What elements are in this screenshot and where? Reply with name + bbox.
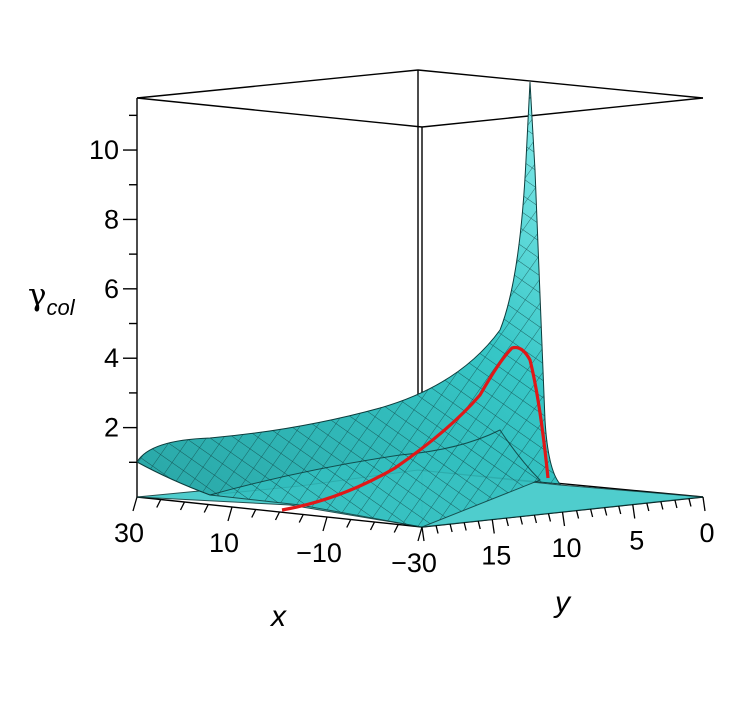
y-tick bbox=[421, 526, 425, 542]
x-tick-label: 10 bbox=[209, 528, 239, 558]
x-tick bbox=[156, 499, 162, 508]
x-tick-label: 30 bbox=[114, 518, 144, 548]
box-edge-top-front-left bbox=[136, 97, 423, 128]
z-tick-label: 10 bbox=[89, 135, 119, 165]
y-tick bbox=[589, 508, 594, 518]
box-edge-top-back-right bbox=[417, 69, 704, 99]
y-tick bbox=[561, 511, 566, 527]
x-axis-title: x bbox=[269, 600, 287, 633]
y-axis-title: y bbox=[553, 586, 572, 619]
x-tick bbox=[203, 504, 209, 513]
surface bbox=[136, 81, 704, 528]
y-tick bbox=[632, 504, 636, 519]
y-tick bbox=[604, 507, 608, 516]
y-tick-label: 10 bbox=[551, 533, 581, 563]
x-tick bbox=[369, 521, 376, 531]
z-axis-title-subscript: col bbox=[47, 295, 76, 320]
box-edge-top-front-right bbox=[421, 97, 704, 128]
y-tick bbox=[505, 517, 509, 527]
y-tick bbox=[547, 513, 552, 522]
x-tick bbox=[274, 511, 281, 521]
x-tick bbox=[417, 526, 423, 542]
x-tick bbox=[132, 496, 138, 512]
box-edge-top-back-left bbox=[136, 69, 419, 99]
y-tick bbox=[533, 514, 538, 524]
y-tick bbox=[519, 516, 523, 525]
y-tick bbox=[575, 510, 580, 519]
z-axis: 2 4 6 8 10 bbox=[89, 114, 137, 464]
y-tick bbox=[688, 498, 692, 507]
gamma-curve bbox=[281, 345, 550, 512]
y-tick bbox=[660, 501, 664, 510]
y-tick-label: 5 bbox=[629, 526, 644, 556]
x-tick-label: −10 bbox=[296, 538, 342, 568]
y-tick bbox=[435, 525, 439, 534]
surface-mesh bbox=[137, 82, 560, 495]
z-axis-title-main: γ bbox=[28, 277, 47, 313]
x-tick-label: −30 bbox=[391, 548, 437, 578]
y-tick bbox=[477, 520, 481, 530]
y-axis: 15 10 5 0 bbox=[421, 496, 715, 571]
y-tick bbox=[463, 522, 467, 531]
x-tick bbox=[251, 509, 257, 518]
x-tick bbox=[346, 519, 352, 528]
y-tick-label: 0 bbox=[699, 518, 714, 548]
y-tick bbox=[702, 496, 706, 512]
y-tick bbox=[646, 502, 650, 512]
z-tick-label: 2 bbox=[104, 413, 119, 443]
x-tick bbox=[227, 506, 233, 522]
x-tick bbox=[322, 516, 328, 532]
y-tick bbox=[674, 499, 678, 509]
x-axis: 30 10 −10 −30 bbox=[114, 496, 437, 578]
z-axis-title: γcol bbox=[28, 277, 76, 320]
y-tick bbox=[618, 505, 622, 515]
y-tick-label: 15 bbox=[481, 541, 511, 571]
x-tick bbox=[298, 514, 304, 523]
x-tick bbox=[393, 524, 399, 533]
z-tick-label: 6 bbox=[104, 274, 119, 304]
z-tick-label: 4 bbox=[104, 343, 119, 373]
y-tick bbox=[491, 519, 495, 534]
x-tick bbox=[179, 501, 186, 511]
z-tick-label: 8 bbox=[104, 204, 119, 234]
y-tick bbox=[449, 523, 453, 533]
